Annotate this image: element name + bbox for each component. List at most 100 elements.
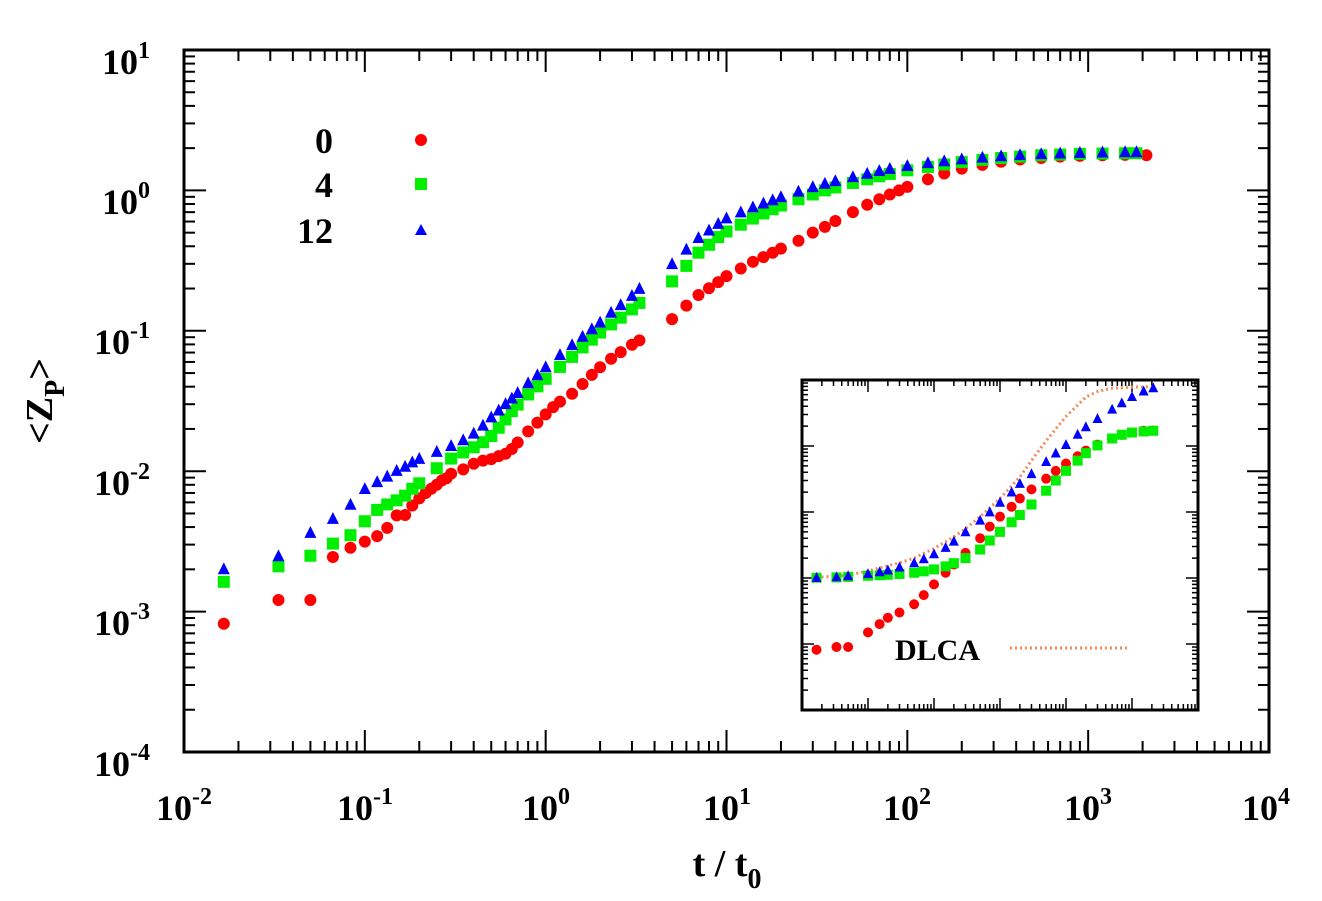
data-point-triangle-series-12 (522, 376, 535, 389)
data-point-triangle-series-12 (457, 433, 470, 446)
data-point-square-series-4 (734, 218, 747, 231)
legend-marker-triangle (415, 224, 427, 235)
data-point-triangle-series-12 (505, 391, 518, 404)
data-point-square-series-4 (960, 553, 971, 564)
data-point-triangle-series-12 (1116, 397, 1127, 408)
x-axis-tick-labels: 10-2 10-1 100 101 102 103 104 (156, 784, 1290, 828)
data-point-square-series-4 (929, 564, 939, 575)
data-point-square-series-4 (344, 529, 357, 542)
data-point-triangle-series-12 (217, 562, 230, 575)
data-point-circle-series-0 (883, 188, 896, 201)
data-point-triangle-series-12 (938, 154, 951, 167)
y-axis-tick-labels: 10-4 10-3 10-2 10-1 100 101 (94, 38, 150, 784)
data-point-square-series-4 (272, 560, 285, 573)
main-plot (182, 48, 1271, 754)
data-point-circle-series-0 (921, 173, 934, 186)
x-tick-label: 101 (703, 784, 751, 828)
main-plot-frame (182, 48, 1271, 754)
data-point-square-series-4 (995, 526, 1005, 537)
data-point-triangle-series-12 (445, 439, 458, 451)
data-point-circle-series-0 (1140, 149, 1153, 162)
main-data-points (217, 145, 1153, 630)
data-point-circle-series-0 (566, 387, 579, 400)
data-point-circle-series-0 (692, 288, 705, 301)
data-point-triangle-series-12 (1107, 403, 1118, 414)
legend: 0 4 12 (297, 121, 427, 251)
data-point-triangle-series-12 (995, 496, 1005, 507)
data-point-circle-series-0 (605, 352, 618, 365)
data-point-triangle-series-12 (873, 164, 886, 177)
inset-data-points (811, 382, 1159, 655)
data-point-circle-series-0 (712, 276, 725, 289)
data-point-square-series-4 (467, 441, 480, 454)
data-point-triangle-series-12 (894, 561, 905, 572)
data-point-circle-series-0 (381, 521, 394, 534)
inset-plot: DLCA (800, 378, 1200, 712)
data-point-square-series-4 (594, 326, 607, 339)
data-point-triangle-series-12 (1006, 486, 1017, 497)
legend-label-12: 12 (297, 211, 333, 251)
data-point-square-series-4 (358, 515, 371, 528)
data-point-square-series-4 (553, 360, 566, 373)
data-point-triangle-series-12 (746, 200, 759, 213)
data-point-triangle-series-12 (511, 386, 524, 399)
data-point-circle-series-0 (734, 262, 747, 275)
inset-frame (800, 378, 1200, 712)
data-point-square-series-4 (457, 446, 470, 459)
x-tick-label: 10-1 (337, 784, 393, 828)
data-point-triangle-series-12 (874, 566, 885, 577)
data-point-triangle-series-12 (1092, 413, 1103, 424)
data-point-circle-series-0 (304, 593, 317, 606)
data-point-circle-series-0 (863, 627, 873, 638)
data-point-circle-series-0 (576, 377, 589, 390)
data-point-triangle-series-12 (680, 242, 693, 255)
data-point-triangle-series-12 (553, 348, 566, 361)
data-point-circle-series-0 (975, 533, 986, 544)
data-point-square-series-4 (430, 462, 443, 475)
data-point-square-series-4 (445, 452, 458, 465)
data-point-circle-series-0 (594, 361, 607, 374)
data-point-circle-series-0 (1026, 484, 1037, 495)
data-point-triangle-series-12 (1026, 468, 1037, 479)
data-point-circle-series-0 (390, 509, 403, 522)
data-point-triangle-series-12 (576, 329, 589, 342)
data-point-square-series-4 (371, 503, 384, 516)
data-point-circle-series-0 (894, 607, 905, 618)
data-point-square-series-4 (692, 246, 705, 259)
data-point-square-series-4 (702, 238, 715, 251)
data-point-square-series-4 (413, 477, 426, 490)
inset-legend-label-dlca: DLCA (895, 634, 980, 667)
data-point-circle-series-0 (1050, 465, 1061, 476)
data-point-triangle-series-12 (918, 553, 929, 564)
data-point-circle-series-0 (918, 590, 929, 601)
x-tick-label: 10-2 (156, 784, 212, 828)
data-point-circle-series-0 (811, 644, 822, 655)
data-point-triangle-series-12 (614, 298, 627, 311)
data-point-circle-series-0 (531, 416, 544, 429)
y-axis-title: <ZP> (19, 358, 71, 444)
data-point-square-series-4 (1006, 517, 1017, 528)
data-point-triangle-series-12 (1127, 391, 1137, 402)
data-point-triangle-series-12 (625, 289, 638, 301)
data-point-square-series-4 (1116, 429, 1127, 440)
y-tick-label: 101 (102, 38, 150, 82)
data-point-circle-series-0 (846, 206, 859, 219)
data-point-triangle-series-12 (1054, 146, 1067, 159)
y-tick-label: 10-2 (94, 459, 150, 503)
data-point-square-series-4 (304, 549, 317, 562)
y-tick-label: 10-1 (94, 318, 150, 362)
data-point-triangle-series-12 (995, 149, 1008, 162)
data-point-triangle-series-12 (1014, 478, 1025, 488)
data-point-triangle-series-12 (326, 511, 339, 524)
data-point-square-series-4 (984, 535, 995, 546)
data-point-circle-series-0 (806, 226, 819, 239)
inset-background (802, 380, 1198, 710)
legend-marker-square (415, 178, 427, 190)
data-point-triangle-series-12 (863, 568, 873, 579)
data-point-triangle-series-12 (984, 506, 995, 517)
data-point-circle-series-0 (831, 642, 842, 653)
data-point-square-series-4 (217, 575, 230, 588)
data-point-square-series-4 (381, 498, 394, 511)
data-point-circle-series-0 (901, 180, 914, 193)
data-point-circle-series-0 (680, 299, 693, 312)
